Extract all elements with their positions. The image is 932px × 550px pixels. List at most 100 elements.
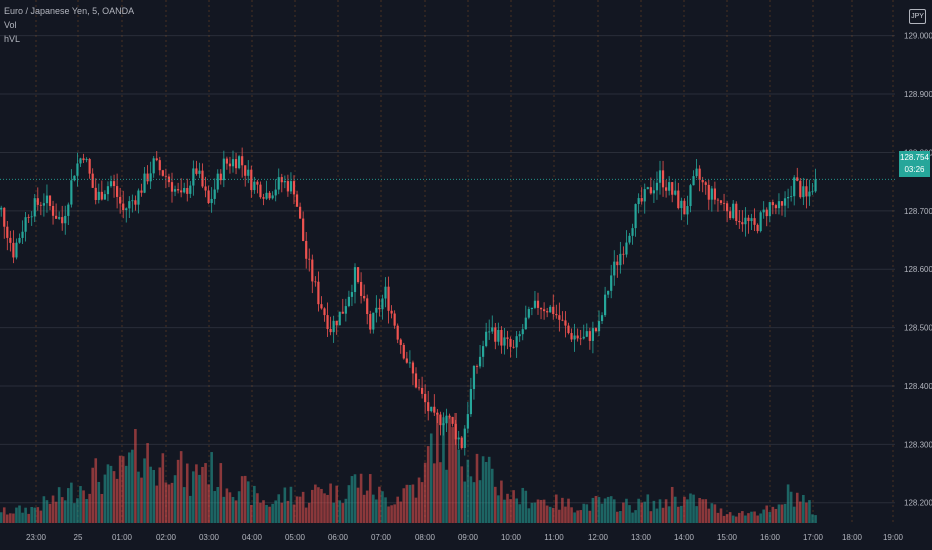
- volume-bar: [320, 488, 323, 523]
- time-tick-label: 06:00: [328, 533, 349, 542]
- volume-bar: [222, 496, 226, 523]
- candle-body: [607, 290, 610, 295]
- candle-body: [152, 158, 155, 174]
- volume-bar: [286, 500, 290, 523]
- candle-body: [18, 237, 21, 243]
- volume-bar: [469, 476, 473, 523]
- candle-body: [777, 201, 781, 209]
- candle-body: [564, 320, 567, 326]
- volume-bar: [146, 443, 149, 523]
- candle-body: [722, 202, 726, 204]
- volume-bar: [524, 490, 528, 523]
- candle-body: [515, 336, 518, 348]
- price-axis[interactable]: 128.200 128.300 128.400 128.500 128.600 128.7…: [904, 32, 932, 508]
- candle-body: [21, 231, 24, 238]
- candle-body: [680, 200, 683, 209]
- volume-bar: [585, 504, 589, 523]
- volume-bar: [109, 465, 113, 523]
- price-tick-label: 128.600: [904, 265, 932, 274]
- volume-bar: [304, 507, 308, 523]
- volume-bar: [716, 512, 720, 523]
- volume-bar: [573, 512, 576, 523]
- last-price-label: 128.754 03:26: [899, 151, 930, 177]
- volume-bar: [228, 492, 232, 523]
- volume-bar: [30, 506, 33, 523]
- candle-body: [597, 321, 601, 332]
- volume-bar: [192, 471, 195, 523]
- volume-bar: [439, 462, 442, 523]
- candle-body: [289, 181, 293, 192]
- volume-bar: [555, 494, 558, 523]
- candle-body: [732, 203, 735, 219]
- volume-bars: [0, 413, 817, 523]
- volume-bar: [777, 504, 781, 523]
- candle-body: [549, 306, 552, 313]
- candle-body: [353, 267, 357, 293]
- volume-bar: [677, 506, 680, 523]
- candle-body: [302, 218, 305, 242]
- volume-bar: [240, 476, 244, 523]
- candle-body: [125, 208, 128, 211]
- volume-bar: [426, 446, 430, 523]
- time-tick-label: 18:00: [842, 533, 863, 542]
- candle-body: [195, 168, 198, 174]
- volume-bar: [106, 464, 110, 523]
- volume-bar: [622, 502, 625, 523]
- volume-bar: [433, 463, 436, 523]
- candle-body: [256, 181, 259, 185]
- volume-bar: [198, 474, 201, 523]
- volume-bar: [631, 512, 634, 523]
- volume-bar: [713, 504, 717, 523]
- candle-body: [116, 186, 119, 197]
- candle-body: [76, 163, 79, 176]
- candle-body: [427, 402, 430, 412]
- volume-bar: [423, 462, 427, 523]
- volume-bar: [475, 453, 479, 523]
- volume-bar: [634, 510, 637, 523]
- candle-body: [24, 217, 27, 232]
- candle-body: [177, 189, 180, 191]
- volume-bar: [646, 494, 650, 523]
- volume-bar: [362, 494, 366, 523]
- candle-body: [189, 185, 192, 194]
- volume-bar: [280, 502, 284, 523]
- volume-bar: [341, 503, 345, 523]
- volume-bar: [762, 509, 765, 523]
- candle-body: [335, 320, 338, 326]
- candle-body: [655, 182, 659, 191]
- volume-bar: [164, 482, 168, 523]
- volume-bar: [12, 513, 15, 523]
- volume-bar: [597, 497, 601, 523]
- chart-legend: Euro / Japanese Yen, 5, OANDA Vol hVL: [4, 4, 134, 46]
- symbol-title[interactable]: Euro / Japanese Yen, 5, OANDA: [4, 6, 135, 16]
- volume-bar: [57, 487, 61, 523]
- volume-bar: [814, 515, 817, 523]
- currency-badge[interactable]: JPY: [909, 9, 926, 24]
- volume-bar: [484, 461, 488, 523]
- candle-body: [543, 309, 546, 312]
- volume-bar: [368, 474, 372, 523]
- candle-body: [665, 187, 668, 191]
- candle-body: [735, 203, 738, 222]
- volume-bar: [789, 491, 793, 523]
- volume-bar: [213, 491, 216, 523]
- candle-body: [643, 189, 646, 202]
- volume-bar: [616, 511, 619, 523]
- candle-body: [762, 209, 765, 213]
- volume-bar: [70, 482, 73, 523]
- candle-body: [741, 222, 744, 225]
- volume-bar: [487, 456, 491, 523]
- candle-body: [122, 203, 125, 211]
- volume-bar: [466, 459, 470, 523]
- hvl-indicator-label[interactable]: hVL: [4, 34, 21, 44]
- candle-body: [308, 258, 311, 260]
- candle-body: [198, 170, 201, 174]
- time-axis[interactable]: 23:00 25 01:00 02:00 03:00 04:00 05:00 06:00 07:…: [26, 533, 904, 542]
- volume-indicator-label[interactable]: Vol: [4, 20, 17, 30]
- candle-body: [48, 195, 52, 206]
- volume-bar: [338, 500, 342, 523]
- candle-body: [305, 241, 308, 259]
- candle-body: [683, 200, 686, 215]
- candle-body: [689, 185, 692, 207]
